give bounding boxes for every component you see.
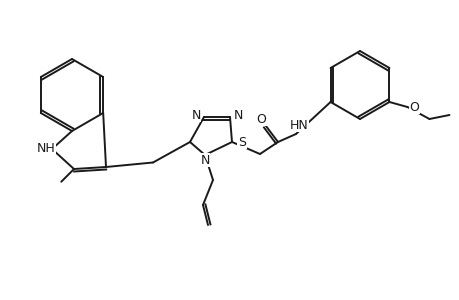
Text: N: N [233,109,242,122]
Text: N: N [191,109,200,122]
Text: S: S [237,136,246,148]
Text: HN: HN [289,118,308,131]
Text: O: O [409,100,419,113]
Text: O: O [256,112,265,125]
Text: NH: NH [37,142,55,154]
Text: N: N [200,154,209,166]
